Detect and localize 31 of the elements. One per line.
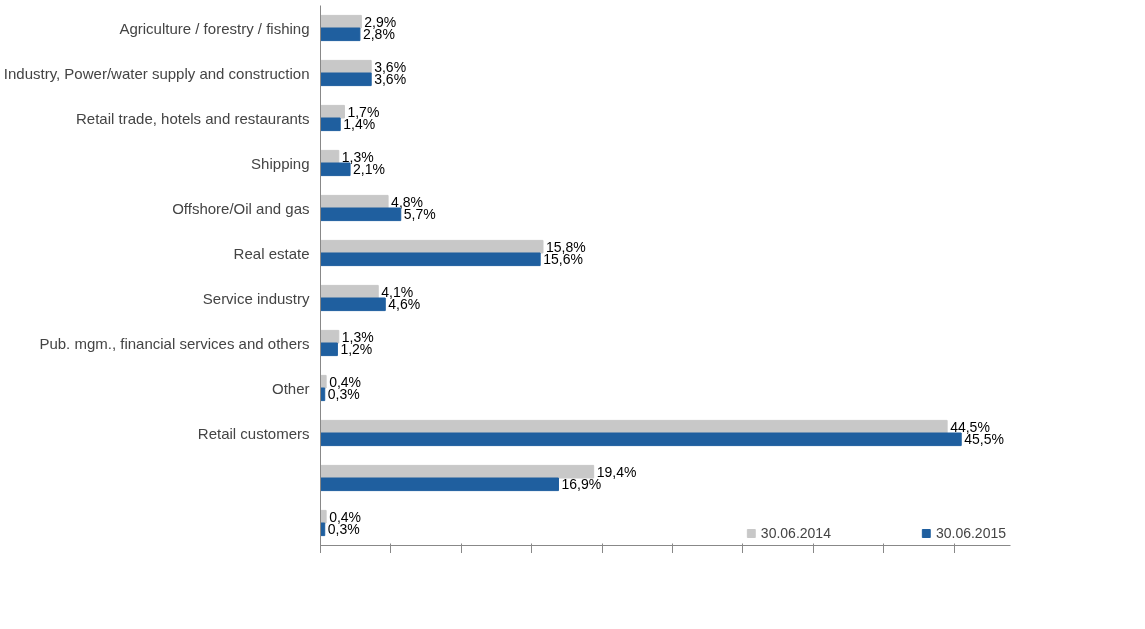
data-label: 1,3% (341, 328, 374, 345)
bar (320, 252, 541, 267)
y-tick-label: Other (271, 379, 310, 397)
bar (320, 374, 327, 389)
data-label: 1,7% (347, 103, 380, 120)
y-tick-label: Retail trade, hotels and restaurants (76, 109, 310, 127)
bar (320, 27, 361, 42)
y-tick-label: Industry, Power/water supply and construction (3, 64, 310, 82)
bar (320, 342, 338, 357)
y-tick-label: Agriculture / forestry / fishing (119, 19, 310, 37)
data-label: 2,9% (364, 13, 397, 30)
bar (320, 509, 327, 524)
bar (320, 464, 595, 479)
y-tick-label: Retail customers (197, 424, 310, 442)
y-tick-label: Service industry (202, 289, 310, 307)
y-tick-label: Real estate (233, 244, 310, 262)
data-label: 3,6% (374, 58, 407, 75)
y-tick-label: Pub. mgm., financial services and others (39, 334, 310, 352)
bar (320, 117, 341, 132)
data-label: 15,8% (545, 238, 586, 255)
bar (320, 104, 345, 119)
y-tick-label: Shipping (251, 154, 310, 172)
data-label: 44,5% (950, 418, 990, 435)
bar (320, 72, 372, 87)
bar (320, 477, 559, 492)
y-tick-label: Offshore/Oil and gas (172, 199, 310, 217)
data-label: 0,4% (329, 373, 362, 390)
data-label: 4,1% (381, 283, 414, 300)
data-label: 0,4% (329, 508, 362, 525)
legend-label: 30.06.2014 (760, 525, 831, 541)
legend-label: 30.06.2015 (935, 525, 1006, 541)
